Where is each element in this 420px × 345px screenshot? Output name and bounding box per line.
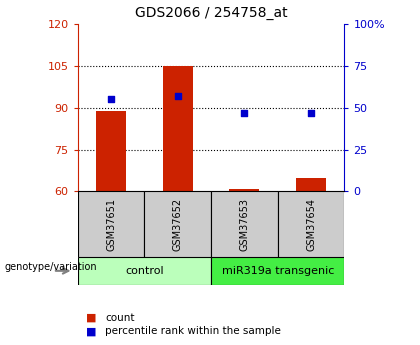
Bar [278,191,344,257]
Bar [78,191,144,257]
Bar [296,178,326,191]
Bar [78,257,211,285]
Text: count: count [105,313,134,323]
Bar [163,66,193,191]
Text: GSM37653: GSM37653 [239,198,249,251]
Point [174,93,181,99]
Text: GSM37651: GSM37651 [106,198,116,251]
Text: ■: ■ [86,313,97,323]
Text: percentile rank within the sample: percentile rank within the sample [105,326,281,336]
Bar [229,189,260,191]
Bar [211,191,278,257]
Bar [211,257,344,285]
Text: control: control [125,266,164,276]
Text: ■: ■ [86,326,97,336]
Point [308,110,315,116]
Point [241,110,248,116]
Text: GSM37654: GSM37654 [306,198,316,251]
Text: GSM37652: GSM37652 [173,198,183,251]
Bar [96,111,126,191]
Text: genotype/variation: genotype/variation [4,263,97,272]
Bar [144,191,211,257]
Title: GDS2066 / 254758_at: GDS2066 / 254758_at [135,6,287,20]
Text: miR319a transgenic: miR319a transgenic [221,266,334,276]
Point [108,97,114,102]
